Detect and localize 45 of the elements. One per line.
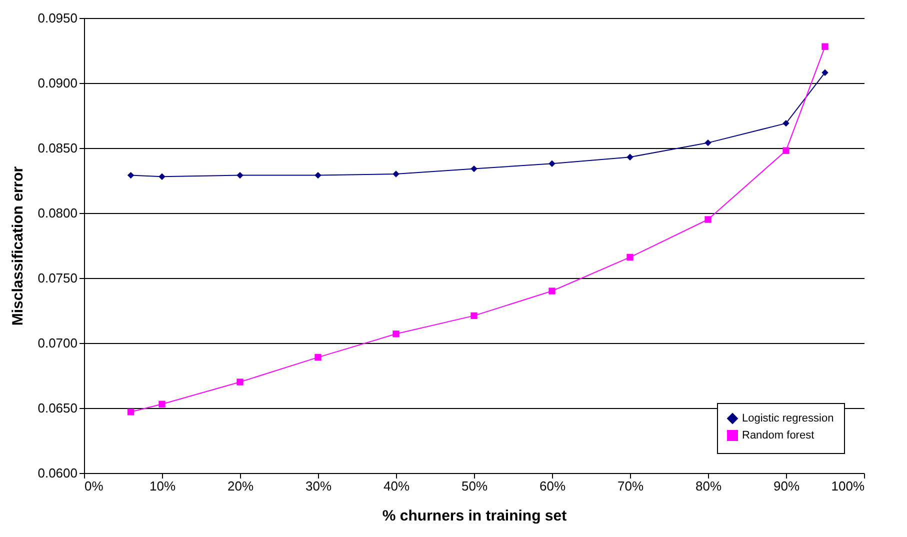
- y-tick-label: 0.0950: [38, 10, 78, 26]
- x-tick-label: 0%: [84, 478, 104, 494]
- x-tick-label: 50%: [461, 478, 488, 494]
- point: [782, 120, 790, 127]
- x-tick-label: 80%: [695, 478, 722, 494]
- point: [626, 254, 634, 261]
- legend-label: Logistic regression: [742, 412, 834, 424]
- y-tick-label: 0.0700: [38, 336, 78, 350]
- point: [314, 172, 322, 179]
- y-tick-label: 0.0750: [38, 270, 78, 286]
- x-tick-label: 60%: [539, 478, 566, 494]
- point: [158, 173, 166, 180]
- x-tick-label: 30%: [305, 478, 332, 494]
- y-tick-label: 0.0650: [38, 400, 78, 416]
- x-axis-title: % churners in training set: [382, 508, 567, 524]
- point: [704, 216, 712, 223]
- point: [236, 378, 244, 386]
- x-tick-label: 20%: [227, 478, 254, 494]
- point: [822, 69, 828, 76]
- x-tick-label: 100%: [831, 478, 865, 494]
- point: [158, 400, 166, 408]
- point: [704, 139, 712, 146]
- point: [548, 160, 556, 167]
- y-axis-title: Misclassification error: [10, 166, 27, 326]
- point: [470, 165, 478, 172]
- y-tick-label: 0.0600: [38, 466, 78, 480]
- point: [392, 170, 400, 178]
- point: [314, 354, 322, 361]
- x-tick-label: 40%: [383, 478, 410, 494]
- y-tick-label: 0.0850: [38, 140, 78, 156]
- x-tick-label: 70%: [617, 478, 644, 494]
- point: [470, 312, 478, 320]
- point: [626, 154, 634, 160]
- point: [548, 288, 556, 294]
- y-tick-label: 0.0800: [38, 206, 78, 220]
- point: [822, 43, 828, 50]
- y-tick-label: 0.0900: [38, 76, 78, 90]
- point: [392, 330, 400, 338]
- point: [782, 147, 790, 154]
- legend-label: Random forest: [742, 430, 814, 442]
- x-tick-label: 90%: [773, 478, 800, 494]
- point: [127, 172, 134, 179]
- point: [127, 408, 134, 416]
- x-tick-label: 10%: [149, 478, 176, 494]
- point: [236, 172, 244, 179]
